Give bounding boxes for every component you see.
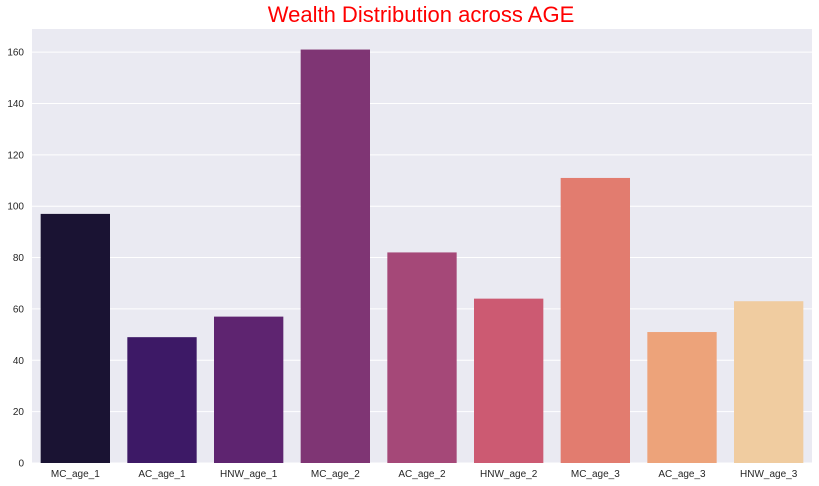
- x-tick-label: MC_age_1: [51, 469, 100, 480]
- bar-mc-age-3: [560, 177, 630, 463]
- chart-title: Wealth Distribution across AGE: [267, 2, 575, 27]
- y-tick-label: 0: [18, 459, 24, 470]
- y-tick-label: 20: [13, 407, 25, 418]
- x-tick-label: HNW_age_3: [740, 469, 798, 480]
- x-tick-label: AC_age_3: [658, 469, 706, 480]
- x-tick-label: MC_age_2: [311, 469, 360, 480]
- bar-mc-age-1: [40, 213, 110, 463]
- y-tick-label: 100: [7, 202, 24, 213]
- bars: [40, 49, 804, 464]
- bar-ac-age-3: [647, 332, 717, 463]
- y-tick-label: 80: [13, 253, 25, 264]
- y-tick-label: 160: [7, 48, 24, 59]
- bar-hnw-age-2: [474, 298, 544, 463]
- y-tick-label: 60: [13, 304, 25, 315]
- y-tick-label: 120: [7, 150, 24, 161]
- y-axis-ticks: 0 20 40 60 80 100 120 140 160: [7, 48, 24, 470]
- x-axis-ticks: MC_age_1 AC_age_1 HNW_age_1 MC_age_2 AC_age_…: [51, 469, 798, 480]
- bar-hnw-age-3: [734, 301, 804, 463]
- x-tick-label: HNW_age_1: [220, 469, 278, 480]
- y-tick-label: 140: [7, 99, 24, 110]
- bar-ac-age-2: [387, 252, 457, 463]
- x-tick-label: MC_age_3: [571, 469, 620, 480]
- x-tick-label: HNW_age_2: [480, 469, 538, 480]
- x-tick-label: AC_age_2: [398, 469, 446, 480]
- y-tick-label: 40: [13, 356, 25, 367]
- bar-ac-age-1: [127, 337, 197, 463]
- x-tick-label: AC_age_1: [138, 469, 186, 480]
- bar-mc-age-2: [300, 49, 370, 464]
- bar-hnw-age-1: [214, 316, 284, 463]
